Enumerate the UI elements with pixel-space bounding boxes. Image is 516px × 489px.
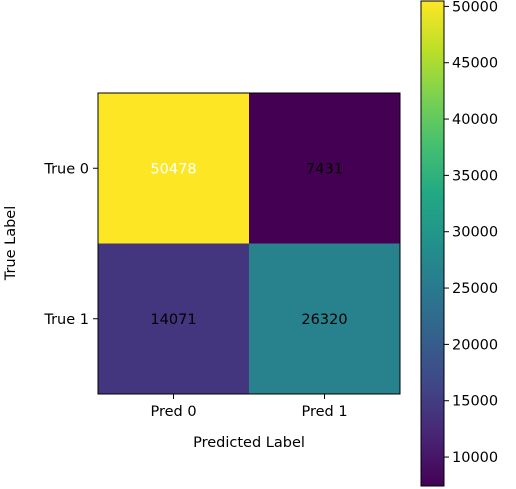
x-tick-label: Pred 1 <box>301 404 347 420</box>
colorbar-tick-label: 50000 <box>452 0 498 15</box>
colorbar <box>420 0 445 487</box>
cell-value-label: 7431 <box>306 161 343 177</box>
colorbar-tick-label: 10000 <box>452 450 498 466</box>
colorbar-tick-label: 35000 <box>452 168 498 184</box>
y-tick-label: True 0 <box>43 161 89 177</box>
cell-value-label: 26320 <box>301 312 347 328</box>
colorbar-tick-label: 40000 <box>452 112 498 128</box>
cell-value-label: 14071 <box>150 312 196 328</box>
heatmap-cell <box>249 243 400 394</box>
x-axis-label: Predicted Label <box>193 435 305 451</box>
heatmap-cell <box>98 243 249 394</box>
y-tick-label: True 1 <box>43 312 89 328</box>
colorbar-tick-label: 25000 <box>452 281 498 297</box>
heatmap-cell <box>249 93 400 244</box>
colorbar-tick-label: 45000 <box>452 56 498 72</box>
cell-value-label: 50478 <box>150 161 196 177</box>
y-axis-label: True Label <box>3 206 19 282</box>
colorbar-tick-label: 30000 <box>452 225 498 241</box>
heatmap-cell <box>98 93 249 244</box>
x-tick-label: Pred 0 <box>150 404 196 420</box>
colorbar-tick-label: 15000 <box>452 394 498 410</box>
colorbar-tick-label: 20000 <box>452 337 498 353</box>
heatmap-frame <box>97 92 401 395</box>
